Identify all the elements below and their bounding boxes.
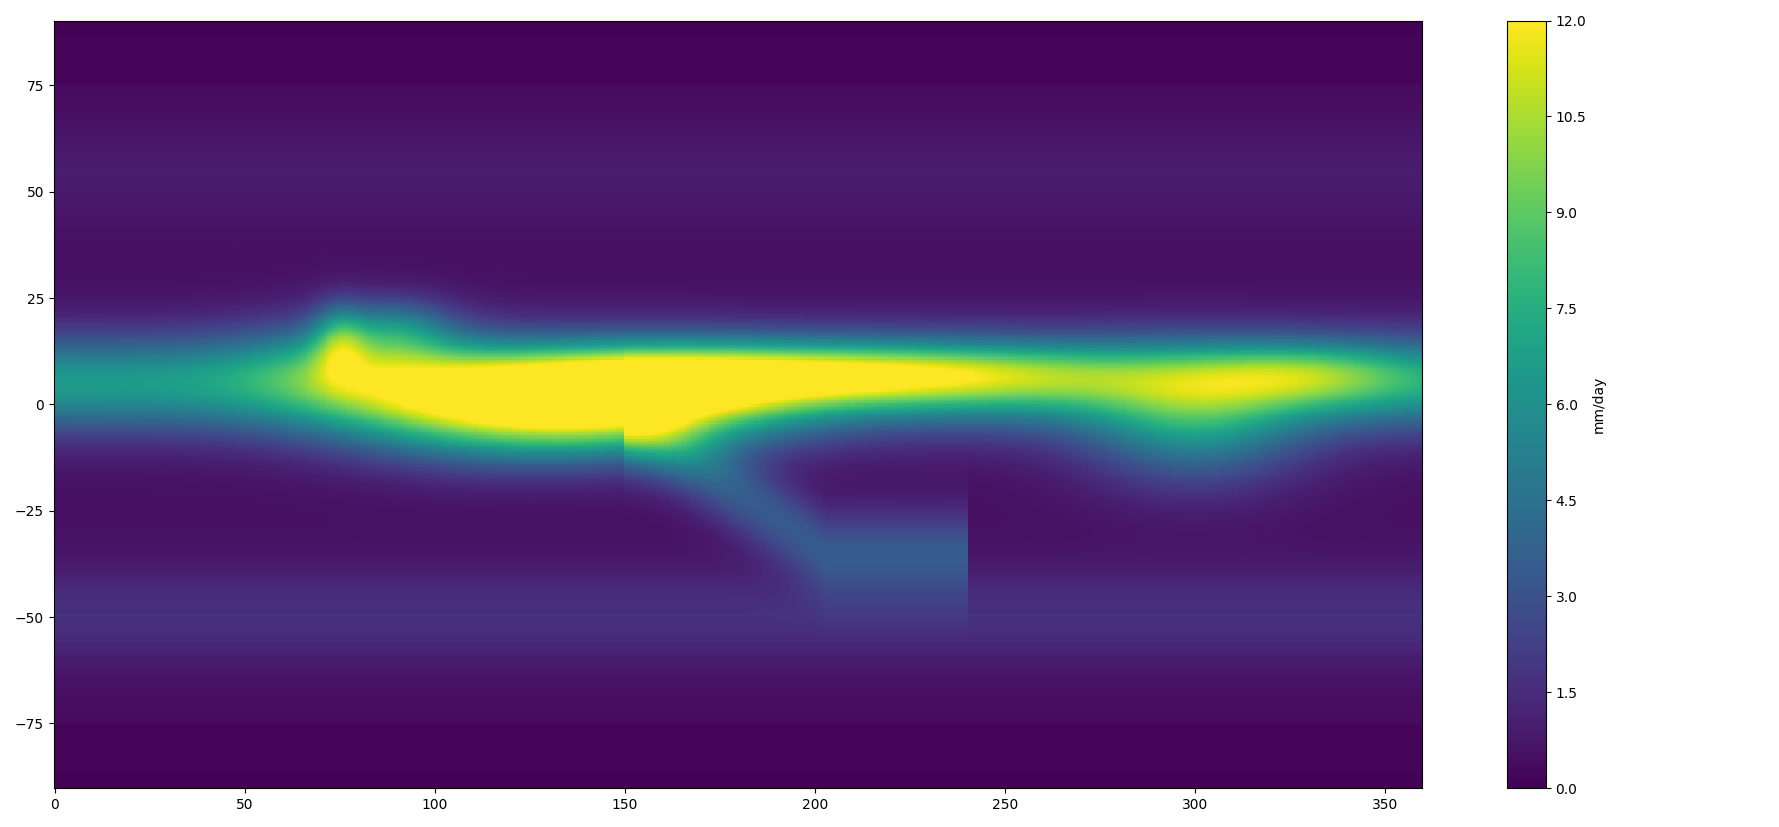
Y-axis label: mm/day: mm/day (1592, 375, 1606, 433)
